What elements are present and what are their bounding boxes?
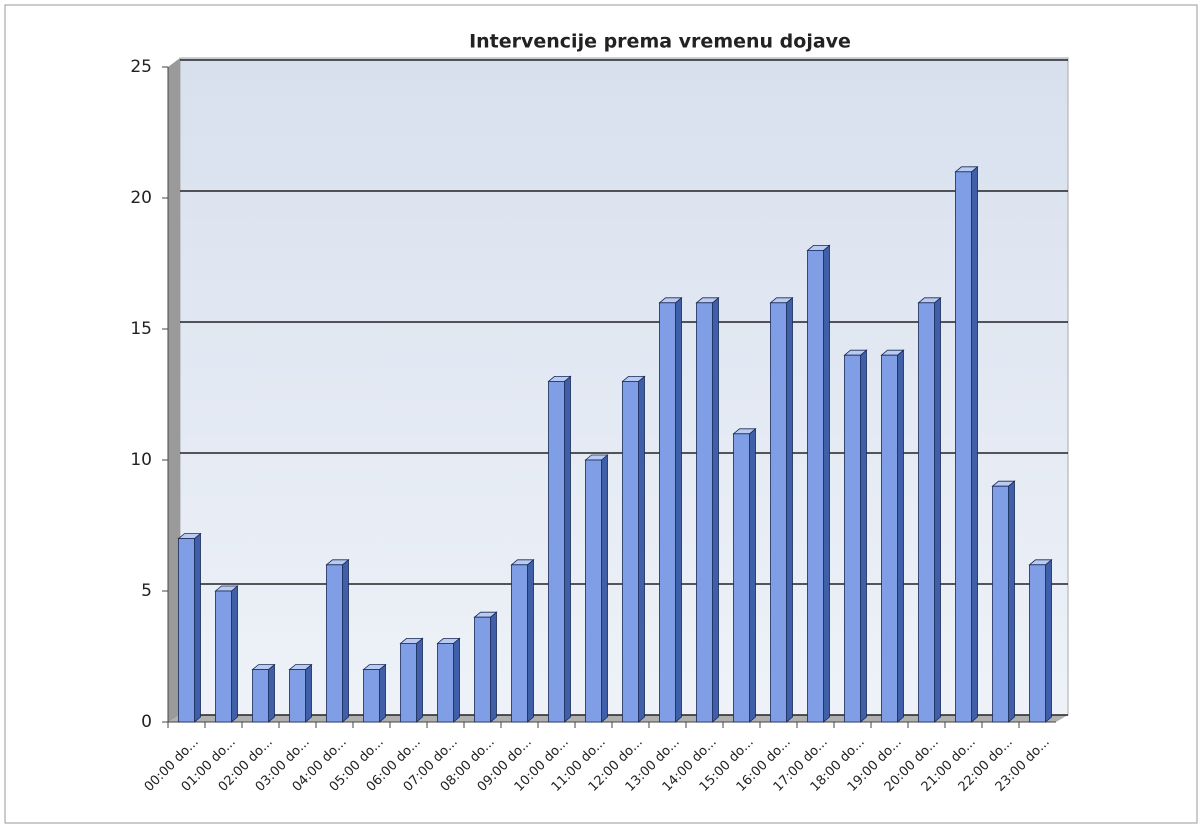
- bar: [769, 296, 794, 723]
- bar: [177, 532, 202, 723]
- bar: [399, 637, 424, 723]
- bar: [732, 427, 757, 723]
- bar: [325, 558, 350, 723]
- y-tick-label: 10: [130, 450, 152, 470]
- side-wall: [168, 58, 180, 722]
- bar: [843, 349, 868, 723]
- bar: [954, 165, 979, 723]
- bar: [917, 296, 942, 723]
- bar: [436, 637, 461, 723]
- y-tick-label: 5: [141, 581, 152, 601]
- bar: [695, 296, 720, 723]
- bar: [584, 454, 609, 723]
- bar: [991, 480, 1016, 723]
- bar: [547, 375, 572, 723]
- y-tick-label: 0: [141, 712, 152, 732]
- y-tick-label: 20: [130, 188, 152, 208]
- bar: [510, 558, 535, 723]
- bar: [1028, 558, 1053, 723]
- chart-title: Intervencije prema vremenu dojave: [469, 31, 851, 53]
- bar: [473, 611, 498, 723]
- bar: [251, 663, 276, 723]
- y-tick-label: 25: [130, 57, 152, 77]
- floor: [168, 715, 1068, 722]
- bar: [806, 244, 831, 723]
- bar: [880, 349, 905, 723]
- y-tick-label: 15: [130, 319, 152, 339]
- bar: [621, 375, 646, 723]
- bar: [214, 585, 239, 723]
- bar: [658, 296, 683, 723]
- bar: [362, 663, 387, 723]
- bar: [288, 663, 313, 723]
